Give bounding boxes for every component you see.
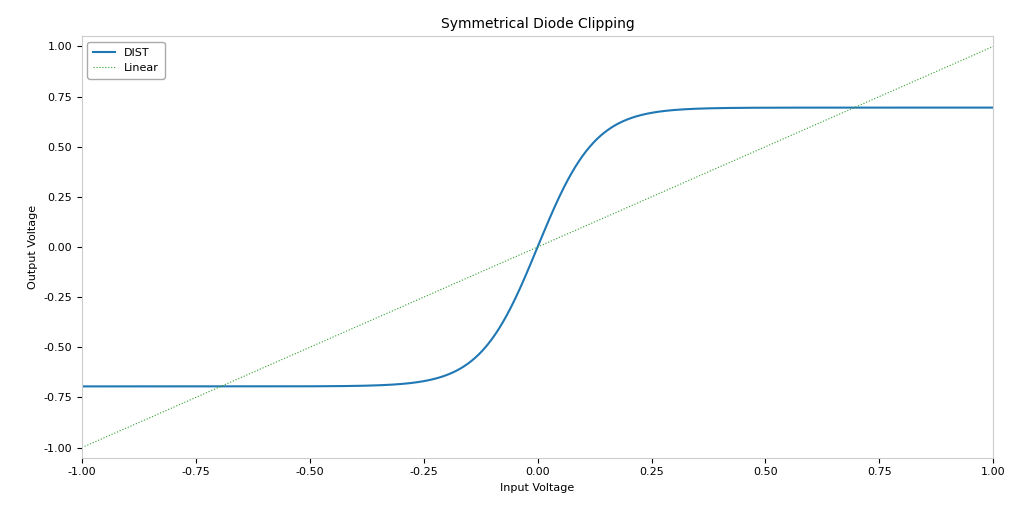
- DIST: [987, 105, 999, 111]
- Linear: [519, 250, 531, 256]
- Line: DIST: DIST: [82, 108, 993, 386]
- DIST: [961, 105, 973, 111]
- Linear: [122, 424, 134, 430]
- Linear: [961, 55, 973, 61]
- Title: Symmetrical Diode Clipping: Symmetrical Diode Clipping: [440, 17, 635, 31]
- Line: Linear: Linear: [82, 46, 993, 448]
- X-axis label: Input Voltage: Input Voltage: [501, 483, 574, 493]
- Linear: [987, 43, 999, 49]
- Linear: [495, 260, 507, 266]
- DIST: [961, 105, 973, 111]
- Linear: [794, 128, 806, 135]
- Y-axis label: Output Voltage: Output Voltage: [28, 205, 38, 289]
- DIST: [76, 383, 88, 389]
- DIST: [794, 105, 806, 111]
- Legend: DIST, Linear: DIST, Linear: [87, 42, 165, 79]
- Linear: [961, 55, 973, 61]
- DIST: [122, 383, 134, 389]
- Linear: [76, 445, 88, 451]
- DIST: [495, 322, 507, 329]
- DIST: [519, 274, 531, 280]
